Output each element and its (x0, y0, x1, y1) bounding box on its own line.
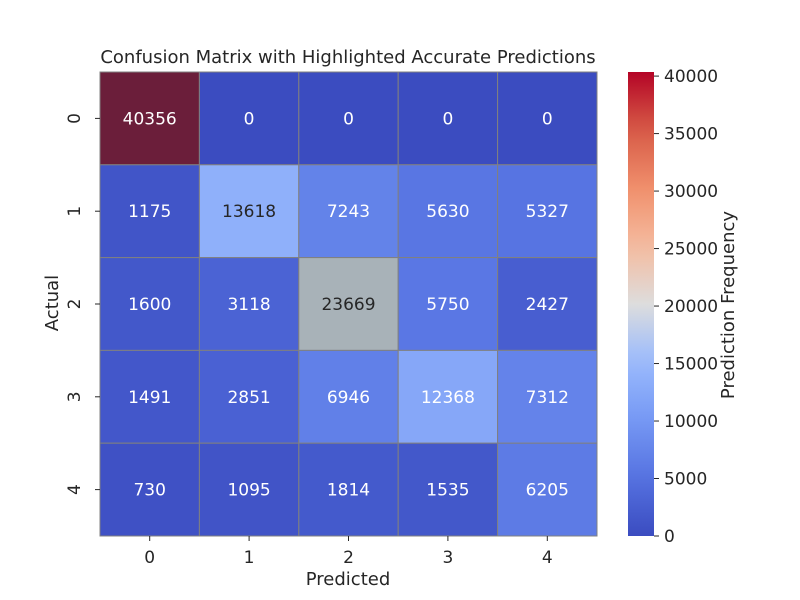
cell-value-label: 3118 (227, 295, 270, 315)
cell-value-label: 13618 (222, 202, 276, 222)
chart-title: Confusion Matrix with Highlighted Accura… (100, 47, 595, 68)
heatmap-cell (397, 349, 499, 444)
heatmap-cell (99, 71, 200, 166)
cell-value-label: 730 (133, 481, 165, 501)
colorbar-tick-label: 5000 (664, 470, 707, 490)
heatmap-cell (397, 71, 499, 166)
cell-value-label: 5630 (426, 202, 469, 222)
cell-value-label: 1491 (128, 388, 171, 408)
heatmap-cell (298, 164, 399, 259)
cell-value-label: 1814 (327, 481, 370, 501)
heatmap-cell (497, 71, 598, 166)
colorbar: 0 5000 10000 15000 20000 25000 30000 35000 40000 (628, 67, 718, 547)
cell-value-label: 1175 (128, 202, 171, 222)
y-tick-label: 4 (65, 484, 85, 495)
heatmap-cell (497, 164, 598, 259)
cell-value-label: 23669 (321, 295, 375, 315)
colorbar-tick-label: 40000 (664, 67, 718, 87)
y-tick-label: 0 (65, 113, 85, 124)
colorbar-label: Prediction Frequency (718, 211, 739, 399)
heatmap-cell (99, 164, 200, 259)
heatmap-cell (99, 442, 200, 537)
cell-value-label: 7312 (526, 388, 569, 408)
colorbar-tick-label: 15000 (664, 355, 718, 375)
cell-value-label: 7243 (327, 202, 370, 222)
cell-value-label: 0 (343, 109, 354, 129)
heatmap-cell-labels: 40356 0 0 0 0 1175 13618 7243 5630 5327 1600 3118 23… (123, 109, 569, 500)
x-axis-label: Predicted (306, 569, 391, 590)
colorbar-tick-label: 35000 (664, 125, 718, 145)
y-tick-label: 3 (65, 391, 85, 402)
heatmap-cell (298, 442, 399, 537)
x-tick-label: 4 (542, 548, 553, 568)
heatmap-cell (198, 257, 300, 351)
x-tick-label: 2 (343, 548, 354, 568)
cell-value-label: 0 (542, 109, 553, 129)
y-tick-label: 1 (65, 206, 85, 217)
y-tick-label: 2 (65, 299, 85, 310)
heatmap-cell (497, 349, 598, 444)
cell-value-label: 2427 (526, 295, 569, 315)
x-tick-label: 1 (244, 548, 255, 568)
heatmap-cell (198, 442, 300, 537)
cell-value-label: 2851 (227, 388, 270, 408)
heatmap-cell (198, 71, 300, 166)
heatmap-cell (298, 257, 399, 351)
heatmap-cell (397, 257, 499, 351)
colorbar-tick-label: 25000 (664, 240, 718, 260)
heatmap-cell (298, 349, 399, 444)
colorbar-tick-label: 20000 (664, 297, 718, 317)
heatmap-cell (497, 442, 598, 537)
x-tick-label: 0 (144, 548, 155, 568)
cell-value-label: 0 (244, 109, 255, 129)
cell-value-label: 1095 (227, 481, 270, 501)
cell-value-label: 1600 (128, 295, 171, 315)
cell-value-label: 12368 (421, 388, 475, 408)
cell-value-label: 1535 (426, 481, 469, 501)
colorbar-gradient (628, 72, 654, 536)
cell-value-label: 0 (442, 109, 453, 129)
colorbar-tick-label: 30000 (664, 182, 718, 202)
cell-value-label: 5327 (526, 202, 569, 222)
colorbar-tick-label: 0 (664, 527, 675, 547)
heatmap-cell (198, 349, 300, 444)
heatmap-cell (298, 71, 399, 166)
cell-value-label: 6946 (327, 388, 370, 408)
heatmap-cells (99, 71, 598, 537)
y-axis: 0 1 2 3 4 (65, 113, 100, 495)
x-tick-label: 3 (442, 548, 453, 568)
heatmap-cell (497, 257, 598, 351)
cell-value-label: 6205 (526, 481, 569, 501)
cell-value-label: 5750 (426, 295, 469, 315)
colorbar-tick-label: 10000 (664, 412, 718, 432)
cell-value-label: 40356 (123, 109, 177, 129)
y-axis-label: Actual (42, 275, 63, 331)
x-axis: 0 1 2 3 4 (144, 536, 553, 568)
